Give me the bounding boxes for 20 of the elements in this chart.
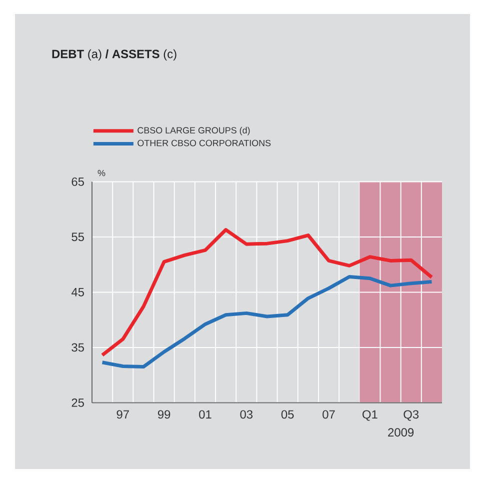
y-tick-label: 35 (72, 343, 84, 352)
x-tick-label: Q3 (404, 410, 419, 421)
y-tick-label: 25 (72, 398, 84, 407)
x-tick-label: 07 (322, 410, 335, 419)
y-axis-title: % (98, 170, 106, 176)
chart-title: DEBT (a) / ASSETS (c) (52, 49, 176, 61)
legend-label: CBSO LARGE GROUPS (d) (138, 126, 250, 136)
x-tick-label: Q1 (362, 410, 378, 421)
legend-label: OTHER CBSO CORPORATIONS (138, 140, 271, 146)
y-tick-label: 65 (72, 177, 84, 186)
x-tick-label: 99 (158, 410, 170, 419)
line-series (100, 274, 434, 369)
x-tick-label: 97 (116, 410, 129, 419)
y-tick-label: 45 (71, 288, 84, 296)
text: 2009 (388, 428, 414, 437)
line-series (100, 228, 434, 357)
y-tick-label: 55 (72, 232, 84, 242)
x-tick-label: 05 (281, 410, 294, 419)
x-tick-label: 03 (240, 410, 253, 419)
x-tick-label: 01 (199, 410, 212, 419)
